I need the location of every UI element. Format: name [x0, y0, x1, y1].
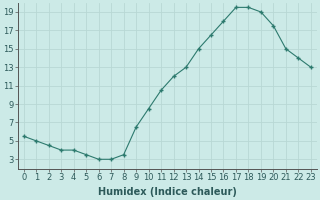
- X-axis label: Humidex (Indice chaleur): Humidex (Indice chaleur): [98, 187, 237, 197]
